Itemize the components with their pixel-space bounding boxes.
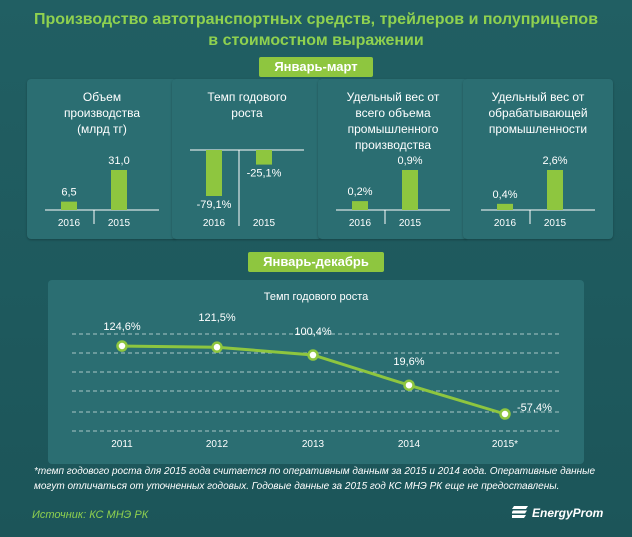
chart-title-line1: Производство автотранспортных средств, т… (33, 11, 599, 28)
tick-label: 2016 (203, 218, 226, 229)
data-point (307, 349, 319, 361)
bar (402, 170, 418, 210)
bar-chart-share-manufacturing: 0,4% 2016 2,6% 2015 (481, 155, 595, 229)
panel-production-volume: Объем производства (млрд тг) 6,5 2016 31,0… (27, 79, 177, 239)
bar-chart-growth-rate: -79,1% 2016 -25,1% 2015 (190, 149, 304, 229)
tick-label: 2011 (111, 439, 133, 450)
data-point (116, 340, 128, 352)
tick-label: 2016 (349, 218, 372, 229)
data-label: 2,6% (542, 155, 567, 167)
line-chart-title: Темп годового роста (264, 291, 369, 303)
tick-label: 2013 (302, 439, 325, 450)
data-label: 31,0 (108, 155, 129, 167)
data-label: 0,2% (347, 186, 372, 198)
tick-label: 2016 (58, 218, 81, 229)
panel-title: Объем производства (млрд тг) (63, 90, 141, 136)
bar (206, 150, 222, 196)
panel-share-industry: Удельный вес от всего объема промышленно… (318, 79, 468, 239)
tick-label: 2015 (108, 218, 131, 229)
tick-label: 2012 (206, 439, 229, 450)
data-label: 121,5% (198, 312, 236, 324)
bar (61, 201, 77, 210)
chart-title-line2: в стоимостном выражении (208, 32, 424, 49)
brand-name: EnergyProm (532, 506, 604, 520)
bar-chart-share-industry: 0,2% 2016 0,9% 2015 (336, 155, 450, 229)
bar (547, 170, 563, 210)
source-note: Источник: КС МНЭ РК (32, 509, 149, 521)
data-label: 6,5 (61, 187, 76, 199)
tick-label: 2016 (494, 218, 517, 229)
tick-label: 2014 (398, 439, 421, 450)
panel-title: Удельный вес от обрабатывающей промышлен… (488, 90, 588, 136)
bar-chart-production-volume: 6,5 2016 31,0 2015 (45, 155, 159, 229)
bar (256, 150, 272, 165)
tick-label: 2015* (492, 439, 518, 450)
footnote: *темп годового роста для 2015 года счита… (34, 466, 596, 492)
bar (352, 201, 368, 210)
tick-label: 2015 (399, 218, 422, 229)
data-point (499, 408, 511, 420)
panel-title: Темп годового роста (207, 90, 287, 120)
bar (497, 203, 513, 210)
tick-label: 2015 (544, 218, 567, 229)
period-label-jan-dec: Январь-декабрь (248, 252, 384, 272)
data-point (403, 379, 415, 391)
panel-title: Удельный вес от всего объема промышленно… (346, 90, 440, 152)
data-label: -79,1% (197, 199, 232, 211)
data-label: 0,9% (397, 155, 422, 167)
data-label: -25,1% (247, 168, 282, 180)
data-label: -57,4% (517, 402, 552, 414)
data-point (211, 341, 223, 353)
data-label: 0,4% (492, 189, 517, 201)
period-label-jan-mar: Январь-март (259, 57, 373, 77)
bar (111, 170, 127, 210)
data-label: 19,6% (393, 356, 424, 368)
panel-growth-rate: Темп годового роста -79,1% 2016 -25,1% 2015 (172, 79, 322, 239)
data-label: 124,6% (103, 321, 141, 333)
brand-logo: EnergyProm (512, 506, 603, 520)
energyprom-logo-icon (512, 506, 528, 518)
tick-label: 2015 (253, 218, 276, 229)
panel-share-manufacturing: Удельный вес от обрабатывающей промышлен… (463, 79, 613, 239)
data-label: 100,4% (294, 326, 332, 338)
